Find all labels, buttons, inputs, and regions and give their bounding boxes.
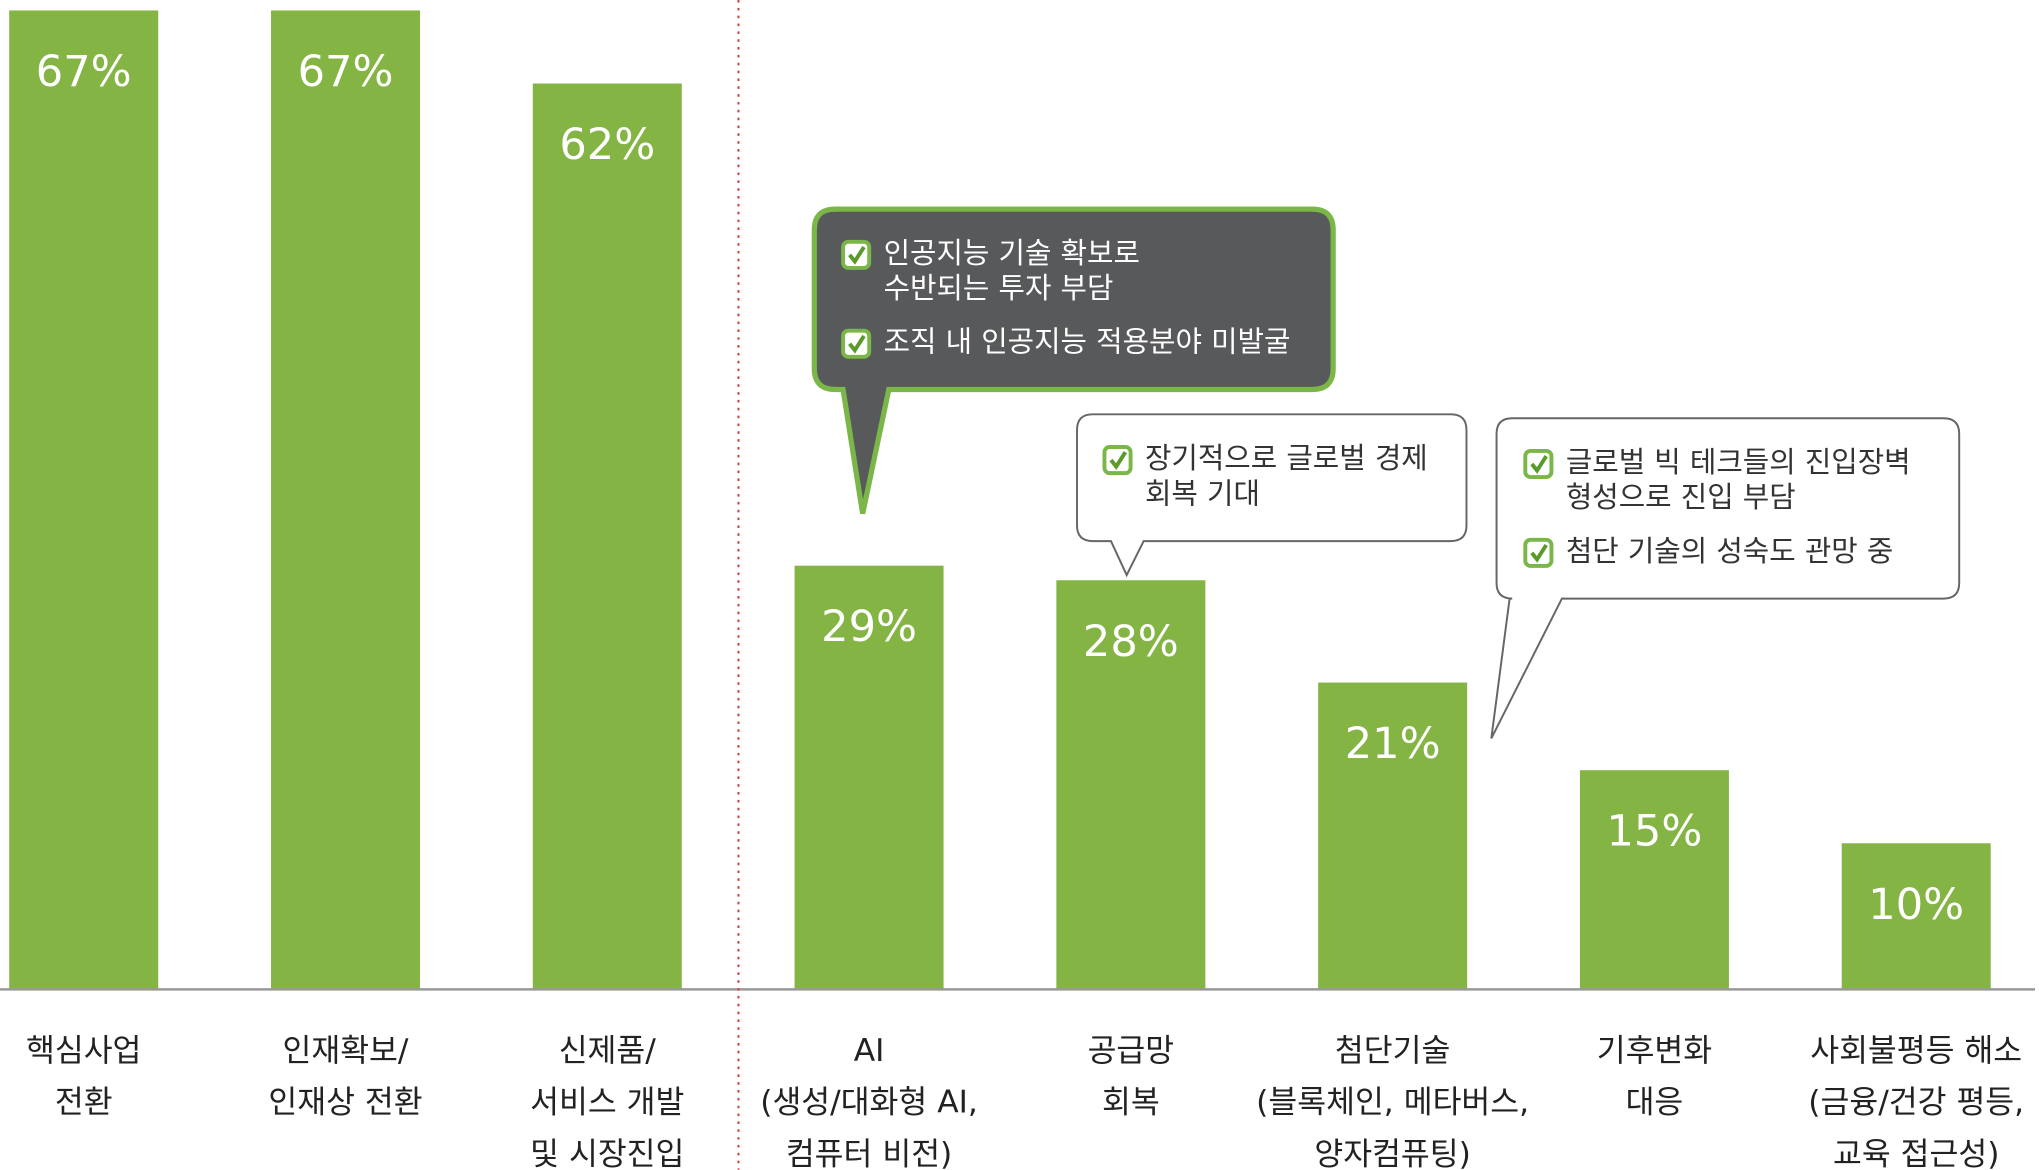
x-tick-label: 컴퓨터 비전) <box>786 1136 952 1170</box>
bar <box>1056 580 1206 990</box>
check-mark <box>848 245 866 265</box>
callout-text: 형성으로 진입 부담 <box>1566 480 1796 514</box>
value-label: 62% <box>559 120 655 170</box>
value-label: 29% <box>821 602 917 652</box>
callout <box>1490 417 1961 739</box>
check-mark <box>1109 451 1128 470</box>
callout <box>811 206 1336 515</box>
callout-text: 조직 내 인공지능 적용분야 미발굴 <box>884 325 1291 359</box>
check-mark <box>1530 543 1548 563</box>
callout-text: 장기적으로 글로벌 경제 <box>1145 441 1428 475</box>
x-tick-label: 신제품/ <box>559 1033 657 1069</box>
x-tick-label: 첨단기술 <box>1335 1033 1450 1069</box>
callout-text: 수반되는 투자 부담 <box>884 271 1114 305</box>
callout-text: 인공지능 기술 확보로 <box>884 236 1140 270</box>
check-mark <box>1530 455 1548 474</box>
value-label: 67% <box>298 47 394 97</box>
callout-text: 회복 기대 <box>1145 476 1260 510</box>
x-tick-label: 기후변화 <box>1597 1033 1712 1069</box>
check-icon <box>1102 445 1133 476</box>
bar <box>532 83 682 990</box>
value-label: 67% <box>36 47 132 97</box>
value-label: 28% <box>1083 617 1179 667</box>
check-icon <box>841 239 872 270</box>
callout-text: 글로벌 빅 테크들의 진입장벽 <box>1566 445 1911 479</box>
x-tick-label: AI <box>854 1033 885 1069</box>
callout-text: 첨단 기술의 성숙도 관망 중 <box>1566 534 1894 568</box>
bar <box>1318 682 1468 990</box>
bar <box>1579 770 1729 990</box>
x-tick-label: 인재확보/ <box>283 1033 409 1069</box>
x-tick-label: 대응 <box>1626 1085 1684 1121</box>
callout <box>1076 413 1468 578</box>
value-label: 21% <box>1345 719 1441 769</box>
x-tick-label: 핵심사업 <box>26 1033 141 1069</box>
x-tick-label: (생성/대화형 AI, <box>760 1085 978 1121</box>
value-label: 10% <box>1868 880 1964 930</box>
x-tick-label: 전환 <box>55 1085 113 1121</box>
x-tick-label: (블록체인, 메타버스, <box>1256 1085 1529 1121</box>
check-mark <box>848 334 866 354</box>
value-label: 15% <box>1606 807 1702 857</box>
x-tick-label: 교육 접근성) <box>1833 1136 1999 1170</box>
bar <box>1841 843 1991 990</box>
x-tick-label: 서비스 개발 <box>530 1085 684 1121</box>
bar <box>794 565 944 990</box>
x-tick-label: 회복 <box>1102 1085 1160 1121</box>
x-tick-label: 사회불평등 해소 <box>1810 1033 2022 1069</box>
x-tick-label: 공급망 <box>1088 1033 1175 1069</box>
x-tick-label: (금융/건강 평등, <box>1808 1085 2024 1121</box>
bar <box>270 10 420 990</box>
check-icon <box>1523 448 1554 480</box>
x-tick-label: 및 시장진입 <box>530 1136 684 1170</box>
check-icon <box>1523 537 1554 568</box>
x-tick-label: 양자컴퓨팅) <box>1314 1136 1471 1170</box>
bar <box>9 10 159 990</box>
x-tick-label: 인재상 전환 <box>268 1085 422 1121</box>
check-icon <box>841 328 872 359</box>
